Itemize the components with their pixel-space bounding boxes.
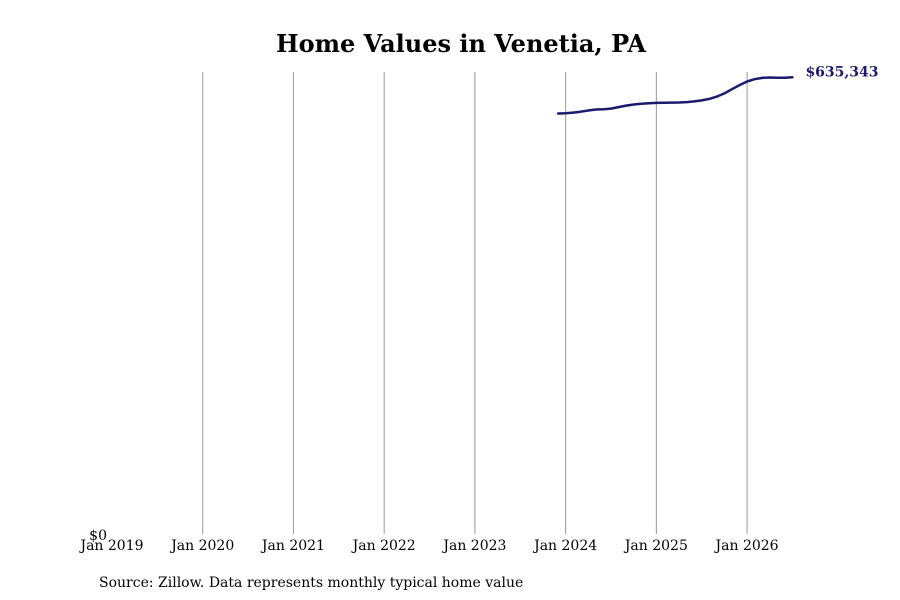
x-tick-label: Jan 2021 xyxy=(260,538,325,554)
x-axis-ticks: Jan 2019 Jan 2020 Jan 2021 Jan 2022 Jan 2023… xyxy=(78,538,778,554)
x-tick-label: Jan 2020 xyxy=(169,538,234,554)
x-tick-label: Jan 2023 xyxy=(441,538,506,554)
x-tick-label: Jan 2022 xyxy=(351,538,416,554)
x-tick-label: Jan 2024 xyxy=(532,538,597,554)
source-note: Source: Zillow. Data represents monthly … xyxy=(99,575,523,591)
x-tick-label: Jan 2026 xyxy=(714,538,779,554)
y-tick-label: $0 xyxy=(89,528,107,544)
end-value-label: $635,343 xyxy=(805,64,878,80)
series-layer xyxy=(556,76,794,115)
y-axis-ticks: $0 xyxy=(89,528,107,544)
gridlines xyxy=(202,72,748,534)
x-tick-label: Jan 2019 xyxy=(78,538,143,554)
x-tick-label: Jan 2025 xyxy=(623,538,688,554)
series-line xyxy=(556,76,794,115)
annotation-layer: $635,343 xyxy=(805,64,878,80)
chart-title: Home Values in Venetia, PA xyxy=(276,29,646,58)
